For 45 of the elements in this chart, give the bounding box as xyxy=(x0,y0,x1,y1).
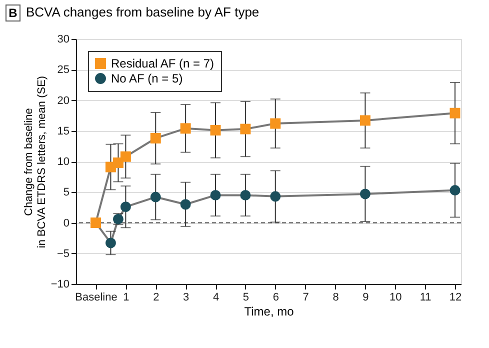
point xyxy=(105,238,116,248)
point xyxy=(180,199,191,210)
y-tick-label: 10 xyxy=(57,156,70,168)
x-tick-label: Baseline xyxy=(75,292,118,304)
y-tick-label: 5 xyxy=(63,186,70,199)
x-tick-label: 2 xyxy=(153,292,160,304)
x-tick-label: 10 xyxy=(390,292,402,304)
legend-label: No AF (n = 5) xyxy=(111,72,183,86)
point xyxy=(450,185,460,196)
y-tick-label: −5 xyxy=(56,248,70,260)
y-tick-label: 30 xyxy=(57,34,70,46)
point xyxy=(360,188,370,200)
point xyxy=(240,190,251,200)
x-tick-label: 4 xyxy=(212,292,220,304)
x-tick-label: 1 xyxy=(123,292,130,304)
x-axis-title: Time, mo xyxy=(244,304,294,318)
x-tick-label: 5 xyxy=(242,292,250,304)
point xyxy=(210,125,221,136)
point xyxy=(180,123,191,134)
point xyxy=(360,115,370,126)
point xyxy=(270,191,281,202)
point xyxy=(450,108,460,118)
y-tick-label: 15 xyxy=(57,125,70,138)
x-tick-label: 9 xyxy=(362,292,369,304)
x-tick-label: 7 xyxy=(302,292,309,304)
point xyxy=(210,190,221,200)
point xyxy=(120,202,131,212)
point xyxy=(150,192,161,202)
chart-title: BCVA changes from baseline by AF type xyxy=(26,4,260,20)
point xyxy=(270,118,281,129)
y-axis-title: Change from baseline in BCVA ETDRS letters, mean (SE) xyxy=(22,76,48,248)
legend-label: Residual AF (n = 7) xyxy=(111,56,214,70)
point xyxy=(150,132,161,144)
text: B xyxy=(8,6,18,20)
x-tick-label: 6 xyxy=(272,292,279,304)
point xyxy=(240,124,251,134)
point xyxy=(120,151,131,162)
y-tick-label: −10 xyxy=(50,278,70,290)
x-tick-label: 3 xyxy=(183,292,190,304)
x-tick-label: 8 xyxy=(332,292,339,304)
y-tick-label: 25 xyxy=(57,64,70,76)
y-tick-label: 20 xyxy=(57,94,70,107)
x-tick-label: 11 xyxy=(420,292,432,304)
y-tick-label: 0 xyxy=(63,217,70,230)
x-tick-label: 12 xyxy=(449,292,462,304)
